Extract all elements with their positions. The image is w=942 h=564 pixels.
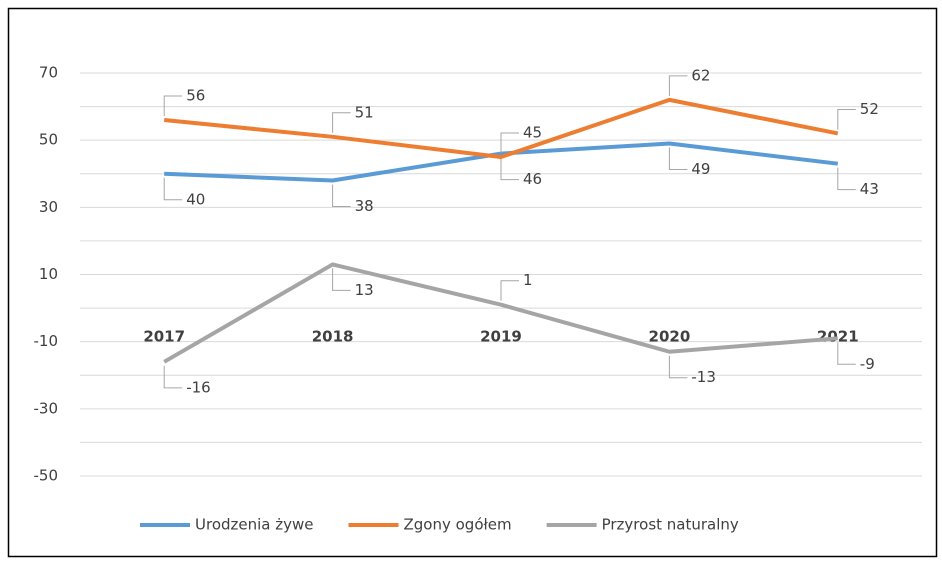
data-label: 45: [523, 123, 542, 141]
data-label: 40: [186, 190, 205, 208]
label-leader: [163, 365, 183, 389]
data-label: 51: [355, 103, 374, 121]
legend-label: Urodzenia żywe: [195, 516, 314, 534]
x-tick-label: 2018: [312, 328, 354, 346]
x-tick-label: 2019: [480, 328, 522, 346]
data-label: 43: [860, 180, 879, 198]
y-tick-label: 30: [39, 198, 58, 216]
chart-frame: [7, 7, 938, 558]
label-leader: [332, 112, 351, 133]
data-label: 13: [355, 281, 374, 299]
series-line: [164, 97, 839, 159]
label-leader: [500, 157, 519, 181]
y-tick-label: 10: [39, 265, 58, 283]
series-line: [164, 141, 839, 183]
y-tick-label: 70: [39, 64, 58, 82]
label-leader: [500, 132, 519, 153]
y-tick-label: -10: [34, 332, 59, 350]
label-leader: [837, 167, 856, 191]
label-leader: [163, 95, 183, 117]
label-leader: [332, 184, 351, 207]
data-label: 46: [523, 170, 542, 188]
label-leader: [500, 280, 519, 301]
y-tick-label: 50: [39, 131, 58, 149]
data-label: 52: [860, 100, 879, 118]
label-leader: [837, 108, 856, 130]
label-leader: [163, 177, 183, 201]
label-leader: [668, 355, 688, 379]
data-label: -9: [860, 355, 875, 373]
data-label: 56: [186, 87, 205, 105]
label-leader: [332, 268, 351, 291]
y-tick-label: -30: [34, 399, 59, 417]
data-label: 38: [355, 197, 374, 215]
legend-label: Przyrost naturalny: [602, 516, 739, 534]
legend-label: Zgony ogółem: [404, 516, 512, 534]
y-tick-label: -50: [34, 467, 59, 485]
series-line: [163, 262, 838, 364]
data-label: 62: [691, 66, 710, 84]
data-label: 1: [523, 271, 533, 289]
label-leader: [668, 75, 688, 96]
data-label: -13: [691, 368, 716, 386]
data-label: -16: [186, 378, 211, 396]
x-tick-label: 2017: [143, 328, 185, 346]
label-leader: [837, 342, 856, 365]
label-leader: [668, 147, 688, 171]
x-tick-label: 2020: [649, 328, 691, 346]
data-label: 49: [691, 160, 710, 178]
